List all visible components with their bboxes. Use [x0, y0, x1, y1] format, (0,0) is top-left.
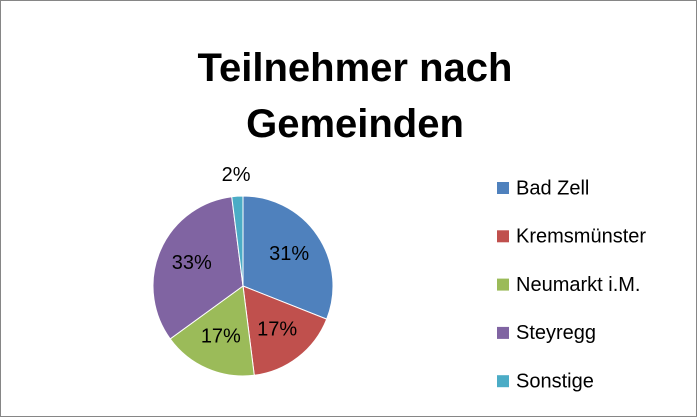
data-label: 33% — [172, 252, 212, 274]
legend-label: Kremsmünster — [516, 226, 646, 248]
data-label: 31% — [269, 243, 309, 265]
data-label: 2% — [222, 164, 251, 186]
pie-slice — [152, 196, 244, 340]
legend-swatch — [497, 182, 509, 194]
pie-slice — [231, 195, 244, 287]
data-label: 17% — [257, 318, 297, 340]
legend-label: Neumarkt i.M. — [516, 274, 640, 296]
legend-swatch — [497, 230, 509, 243]
legend-swatch — [497, 326, 509, 339]
legend-swatch — [497, 278, 509, 291]
legend-label: Sonstige — [516, 370, 594, 392]
chart-title: Teilnehmer nach Gemeinden — [197, 46, 513, 146]
pie-slice — [169, 285, 255, 377]
pie-slice — [242, 195, 334, 320]
legend-swatch — [497, 375, 509, 388]
legend-label: Steyregg — [516, 322, 596, 344]
data-label: 17% — [201, 325, 241, 347]
legend-label: Bad Zell — [516, 177, 589, 199]
pie-slice — [242, 285, 328, 376]
